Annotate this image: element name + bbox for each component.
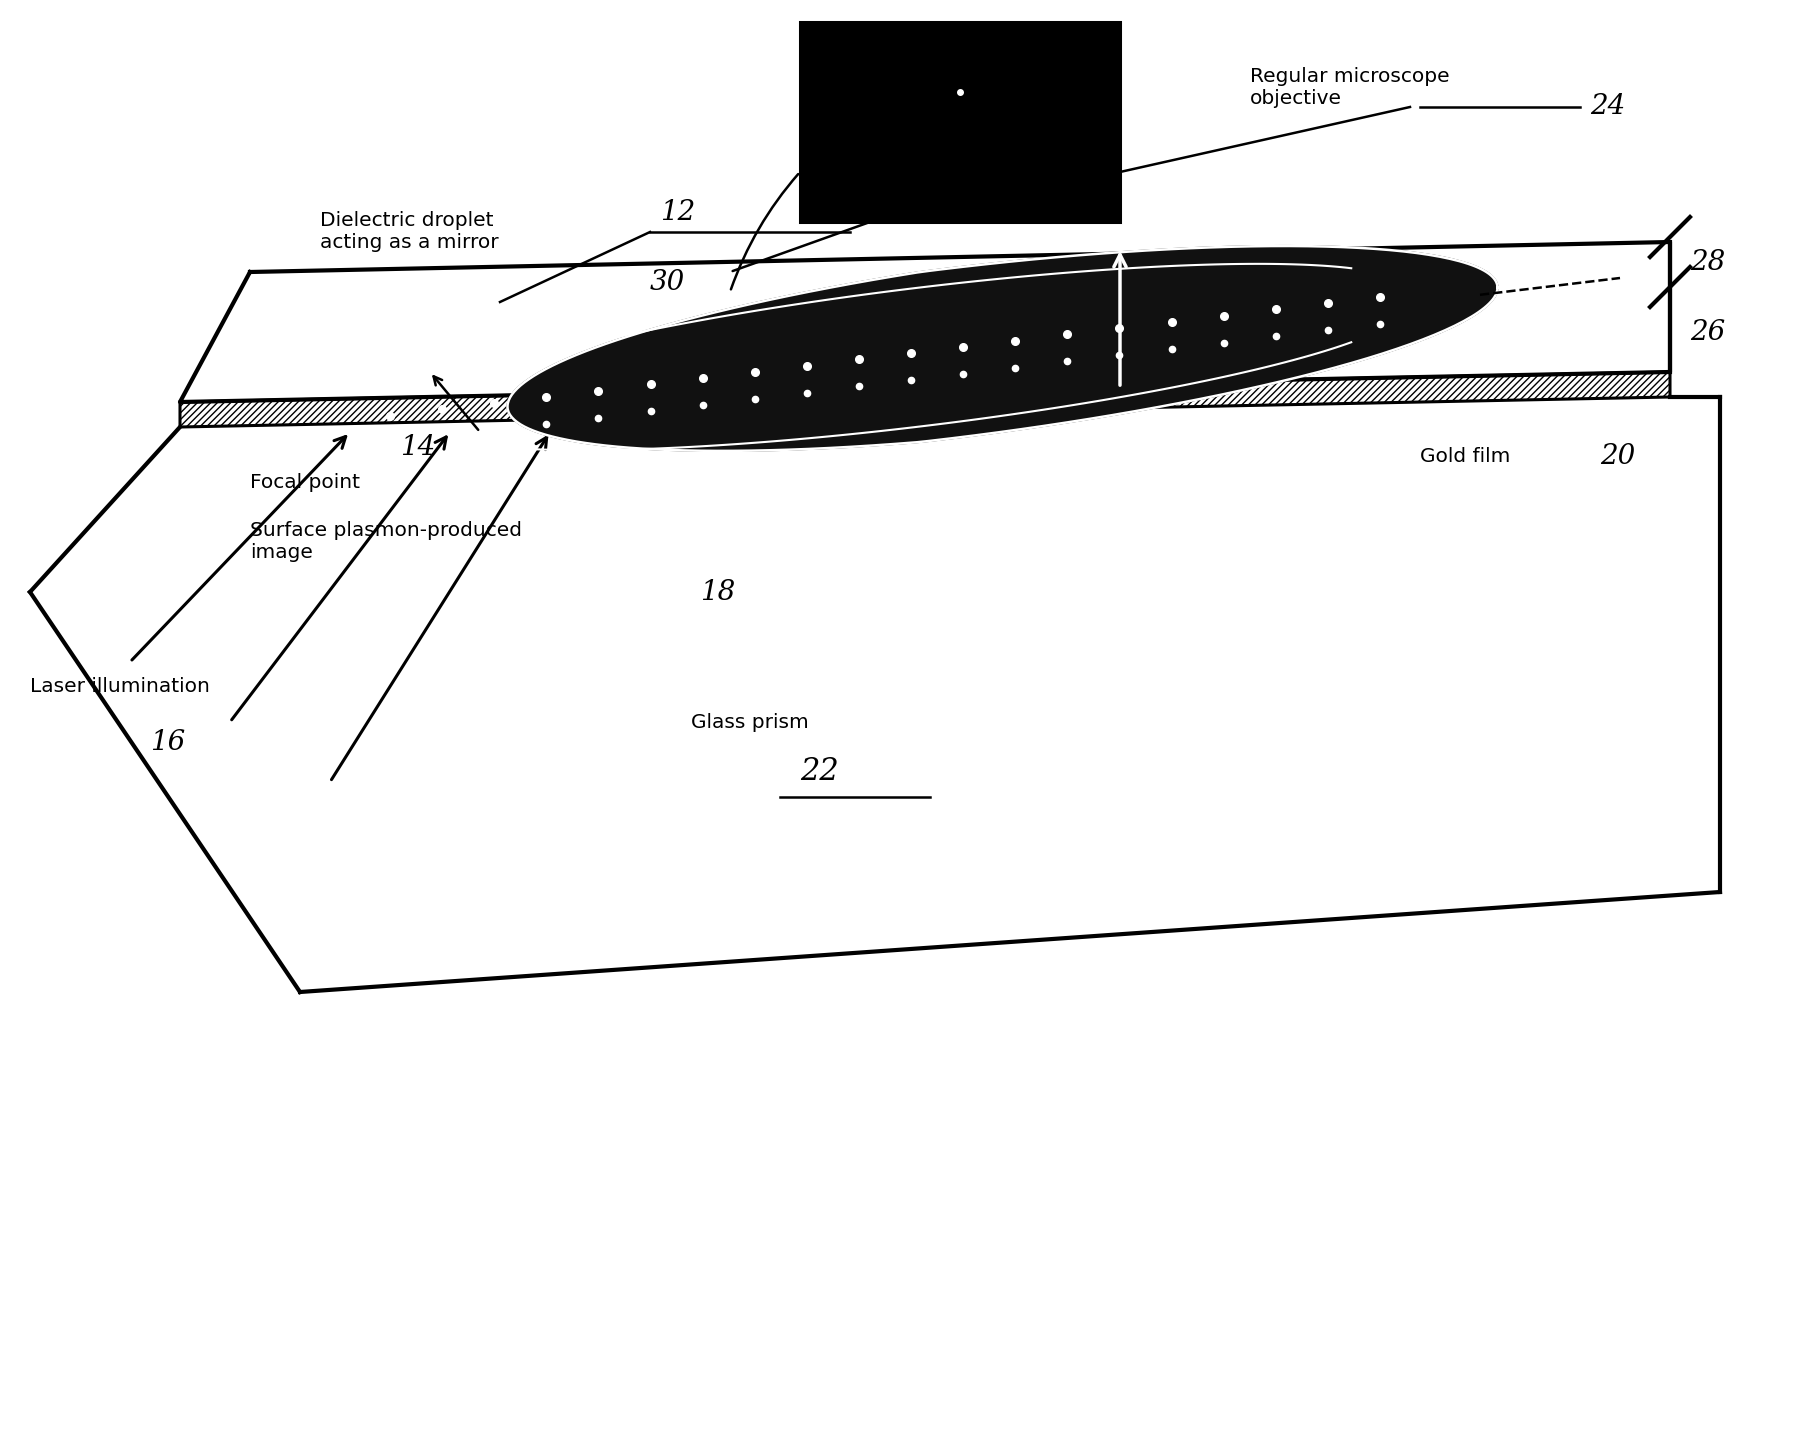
Text: 28: 28 — [1689, 248, 1726, 275]
Text: 26: 26 — [1689, 319, 1726, 346]
Text: Focal point: Focal point — [251, 473, 359, 492]
Text: 30: 30 — [650, 268, 686, 296]
Text: Gold film: Gold film — [1421, 447, 1511, 467]
Text: 10: 10 — [839, 62, 879, 92]
Polygon shape — [180, 372, 1670, 427]
Text: Glass prism: Glass prism — [691, 712, 809, 731]
Text: 18: 18 — [700, 578, 735, 606]
Text: 22: 22 — [800, 757, 839, 787]
Text: 20: 20 — [1599, 444, 1635, 470]
Text: Regular microscope
objective: Regular microscope objective — [1251, 66, 1449, 108]
Text: 16: 16 — [150, 728, 186, 756]
Text: 24: 24 — [1590, 94, 1624, 121]
Text: Laser illumination: Laser illumination — [31, 678, 209, 696]
Text: 12: 12 — [661, 199, 695, 225]
Polygon shape — [507, 247, 1498, 451]
Text: Dielectric droplet
acting as a mirror: Dielectric droplet acting as a mirror — [319, 212, 498, 252]
Text: Surface plasmon-produced
image: Surface plasmon-produced image — [251, 522, 522, 562]
Text: 14: 14 — [401, 434, 435, 460]
Bar — [800, 22, 1119, 222]
